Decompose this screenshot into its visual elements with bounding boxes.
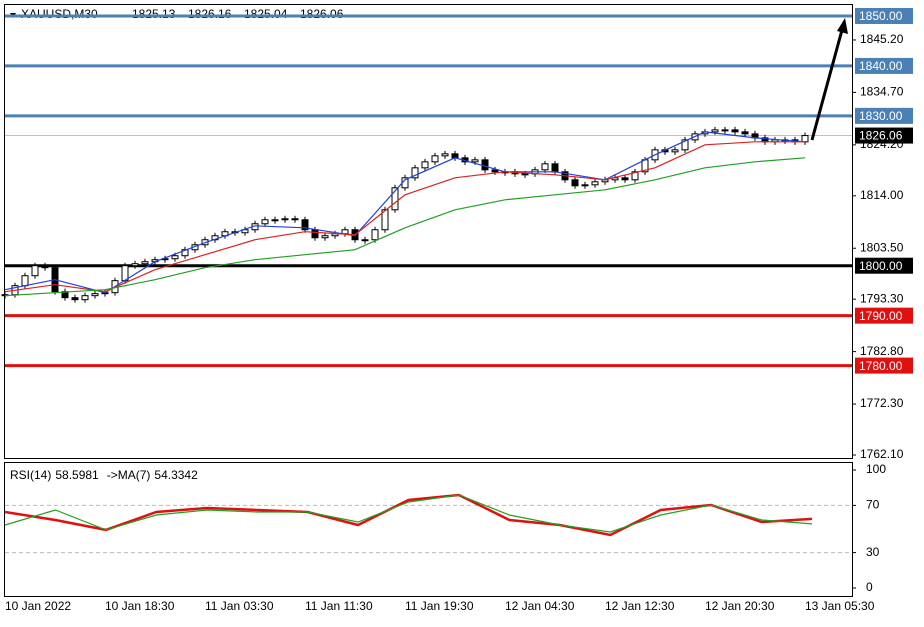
candle (371, 229, 379, 241)
ohlc-value: 1826.16 (188, 7, 232, 21)
candle (321, 235, 329, 239)
candle (311, 229, 319, 239)
candle (491, 169, 499, 173)
candle (521, 173, 529, 176)
x-tick-label: 10 Jan 18:30 (105, 599, 175, 613)
rsi-legend-value: 58.5981 (55, 468, 99, 482)
candle (571, 179, 579, 187)
ohlc-value: 1826.06 (300, 7, 344, 21)
candle (711, 129, 719, 133)
candle (421, 161, 429, 169)
current-price-label: 1826.06 (859, 129, 903, 143)
rsi-legend-name: RSI(14) (10, 468, 51, 482)
candle (541, 163, 549, 171)
y-tick-label: 0 (866, 580, 873, 594)
candle (471, 159, 479, 163)
candle (81, 295, 89, 301)
candle (261, 219, 269, 225)
projection-arrow (810, 29, 844, 141)
level-label: 1800.00 (859, 259, 903, 273)
level-box (855, 307, 913, 324)
candle (801, 135, 809, 143)
candle (71, 297, 79, 301)
candle (41, 265, 49, 269)
y-tick-label: 1803.50 (860, 240, 904, 254)
level-box (855, 257, 913, 274)
chart-title: XAUUSD,M30 (21, 7, 98, 21)
main-panel (4, 4, 853, 459)
y-tick-label: 100 (866, 462, 886, 476)
candle (681, 139, 689, 151)
rsi-line (4, 494, 813, 533)
ohlc-value: 1825.04 (244, 7, 288, 21)
candle (441, 153, 449, 157)
rsi-legend-name: ->MA(7) (107, 468, 151, 482)
level-label: 1840.00 (859, 59, 903, 73)
candle (671, 149, 679, 153)
x-tick-label: 11 Jan 03:30 (205, 599, 274, 613)
level-box (855, 57, 913, 74)
candle (271, 219, 279, 222)
level-box (855, 107, 913, 124)
moving-average (4, 141, 805, 293)
candle (621, 177, 629, 181)
current-price-box (855, 127, 913, 144)
y-tick-label: 1772.30 (860, 396, 904, 410)
candle (91, 293, 99, 297)
candle (591, 181, 599, 186)
candle (21, 275, 29, 287)
x-tick-label: 12 Jan 20:30 (705, 599, 775, 613)
candle (581, 184, 589, 187)
level-label: 1780.00 (859, 359, 903, 373)
rsi-panel (4, 462, 853, 597)
candle (411, 167, 419, 179)
ohlc-value: 1825.13 (132, 7, 176, 21)
y-tick-label: 1762.10 (860, 447, 904, 461)
y-tick-label: 1782.80 (860, 344, 904, 358)
moving-average (4, 131, 806, 294)
y-tick-label: 30 (866, 545, 880, 559)
moving-average (4, 157, 806, 297)
level-label: 1850.00 (859, 9, 903, 23)
y-tick-label: 70 (866, 498, 880, 512)
candle (731, 129, 739, 133)
candle (431, 155, 439, 163)
plot: 1825.13 1826.16 1825.04 1826.06 1762.10 1772.… (1, 7, 913, 613)
candle (131, 263, 139, 267)
rsi-legend-value: 54.3342 (154, 468, 198, 482)
x-tick-label: 12 Jan 04:30 (505, 599, 575, 613)
arrow-head (837, 18, 848, 34)
candle (171, 255, 179, 260)
x-tick-label: 10 Jan 2022 (5, 599, 71, 613)
level-box (855, 357, 913, 374)
candle (741, 131, 749, 135)
candle (391, 187, 399, 211)
candle (301, 219, 309, 231)
candle (631, 171, 639, 181)
x-tick-label: 12 Jan 12:30 (605, 599, 675, 613)
candle (481, 159, 489, 171)
candle (341, 229, 349, 235)
y-tick-label: 1793.30 (860, 291, 904, 305)
level-label: 1830.00 (859, 109, 903, 123)
y-tick-label: 1814.00 (860, 188, 904, 202)
x-tick-label: 11 Jan 19:30 (405, 599, 474, 613)
level-box (855, 7, 913, 24)
candle (381, 209, 389, 231)
level-label: 1790.00 (859, 309, 903, 323)
candle (141, 261, 149, 265)
candle (281, 218, 289, 221)
candle (721, 129, 729, 132)
candle (361, 239, 369, 242)
x-tick-label: 13 Jan 05:30 (805, 599, 875, 613)
candle (31, 265, 39, 277)
y-tick-label: 1845.20 (860, 32, 904, 46)
candle (551, 163, 559, 173)
y-tick-label: 1834.70 (860, 85, 904, 99)
rsi-line (4, 493, 813, 537)
candle (291, 218, 299, 221)
x-tick-label: 11 Jan 11:30 (305, 599, 373, 613)
